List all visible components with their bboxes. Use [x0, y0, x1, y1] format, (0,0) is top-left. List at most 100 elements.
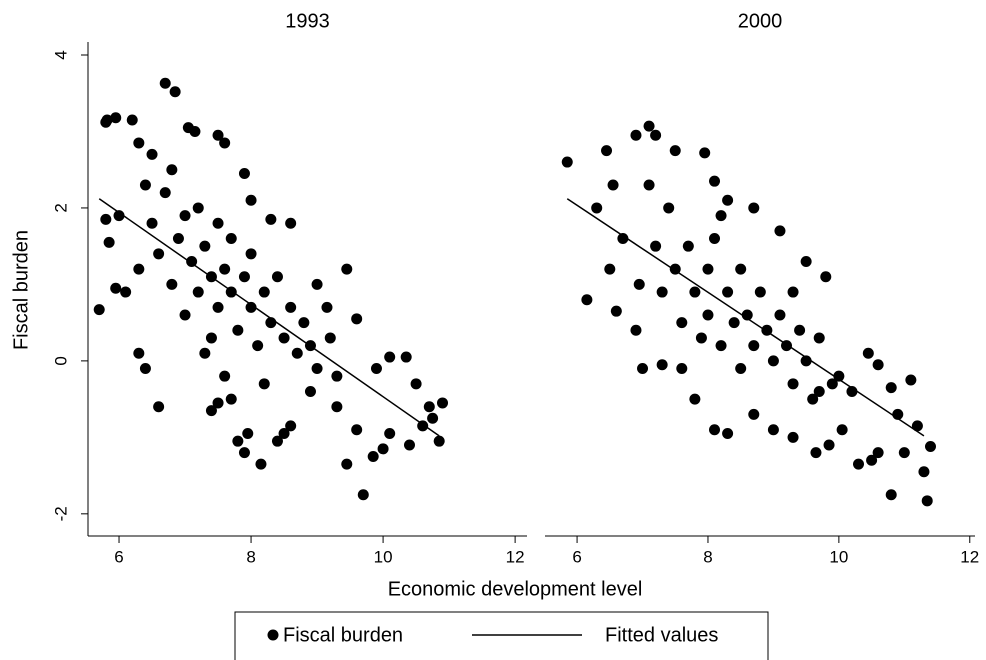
point	[820, 271, 832, 283]
point	[643, 120, 655, 132]
point	[331, 370, 343, 382]
point	[872, 447, 884, 459]
point	[722, 194, 734, 206]
panel-title: 1993	[285, 10, 330, 32]
point	[271, 435, 283, 447]
point	[630, 324, 642, 336]
point	[689, 286, 701, 298]
point	[722, 286, 734, 298]
point	[311, 278, 323, 290]
point	[205, 405, 217, 417]
point	[715, 340, 727, 352]
point	[238, 447, 250, 459]
point	[238, 271, 250, 283]
legend-box	[234, 611, 769, 660]
point	[709, 233, 721, 245]
point	[133, 347, 145, 359]
point	[298, 317, 310, 329]
point	[377, 443, 389, 455]
point	[853, 458, 865, 470]
point	[561, 156, 573, 168]
point	[437, 397, 449, 409]
point	[205, 332, 217, 344]
x-tick-label: 6	[114, 547, 123, 566]
point	[715, 210, 727, 222]
point	[601, 145, 613, 157]
point	[384, 351, 396, 363]
point	[219, 370, 231, 382]
point	[93, 304, 105, 316]
point	[265, 213, 277, 225]
point	[238, 168, 250, 180]
point	[433, 435, 445, 447]
point	[695, 332, 707, 344]
point	[836, 424, 848, 436]
point	[331, 401, 343, 413]
point	[767, 424, 779, 436]
point	[846, 385, 858, 397]
point	[311, 363, 323, 375]
point	[169, 86, 181, 98]
point	[278, 332, 290, 344]
point	[748, 202, 760, 214]
point	[242, 428, 254, 440]
point	[702, 263, 714, 275]
point	[741, 309, 753, 321]
point	[113, 210, 125, 222]
x-tick-label: 8	[246, 547, 255, 566]
point	[774, 225, 786, 237]
point	[159, 77, 171, 89]
point	[232, 324, 244, 336]
point	[370, 363, 382, 375]
point	[722, 428, 734, 440]
point	[212, 129, 224, 141]
point	[159, 187, 171, 199]
point	[172, 233, 184, 245]
point	[199, 240, 211, 252]
point	[800, 255, 812, 267]
point	[341, 263, 353, 275]
point	[252, 340, 264, 352]
point	[637, 363, 649, 375]
y-tick-label: 4	[51, 50, 70, 59]
point	[702, 309, 714, 321]
point	[607, 179, 619, 191]
point	[384, 428, 396, 440]
point	[278, 428, 290, 440]
point	[885, 489, 897, 501]
point	[133, 137, 145, 149]
point	[423, 401, 435, 413]
point	[357, 489, 369, 501]
point	[139, 363, 151, 375]
fitted-line	[98, 198, 440, 437]
point	[139, 179, 151, 191]
point	[656, 286, 668, 298]
legend-label: Fitted values	[605, 624, 718, 646]
point	[403, 439, 415, 451]
point	[110, 282, 122, 294]
point	[101, 114, 113, 126]
y-axis-label: Fiscal burden	[10, 230, 32, 350]
point	[126, 114, 138, 126]
point	[862, 347, 874, 359]
point	[258, 378, 270, 390]
point	[633, 278, 645, 290]
point	[650, 129, 662, 141]
point	[291, 347, 303, 359]
point	[643, 179, 655, 191]
point	[146, 148, 158, 160]
point	[245, 301, 257, 313]
point	[410, 378, 422, 390]
point	[872, 359, 884, 371]
point	[400, 351, 412, 363]
point	[232, 435, 244, 447]
x-tick-label: 10	[829, 547, 848, 566]
point	[728, 317, 740, 329]
point	[918, 466, 930, 478]
point	[682, 240, 694, 252]
point	[120, 286, 132, 298]
point	[676, 363, 688, 375]
point	[192, 286, 204, 298]
point	[617, 233, 629, 245]
